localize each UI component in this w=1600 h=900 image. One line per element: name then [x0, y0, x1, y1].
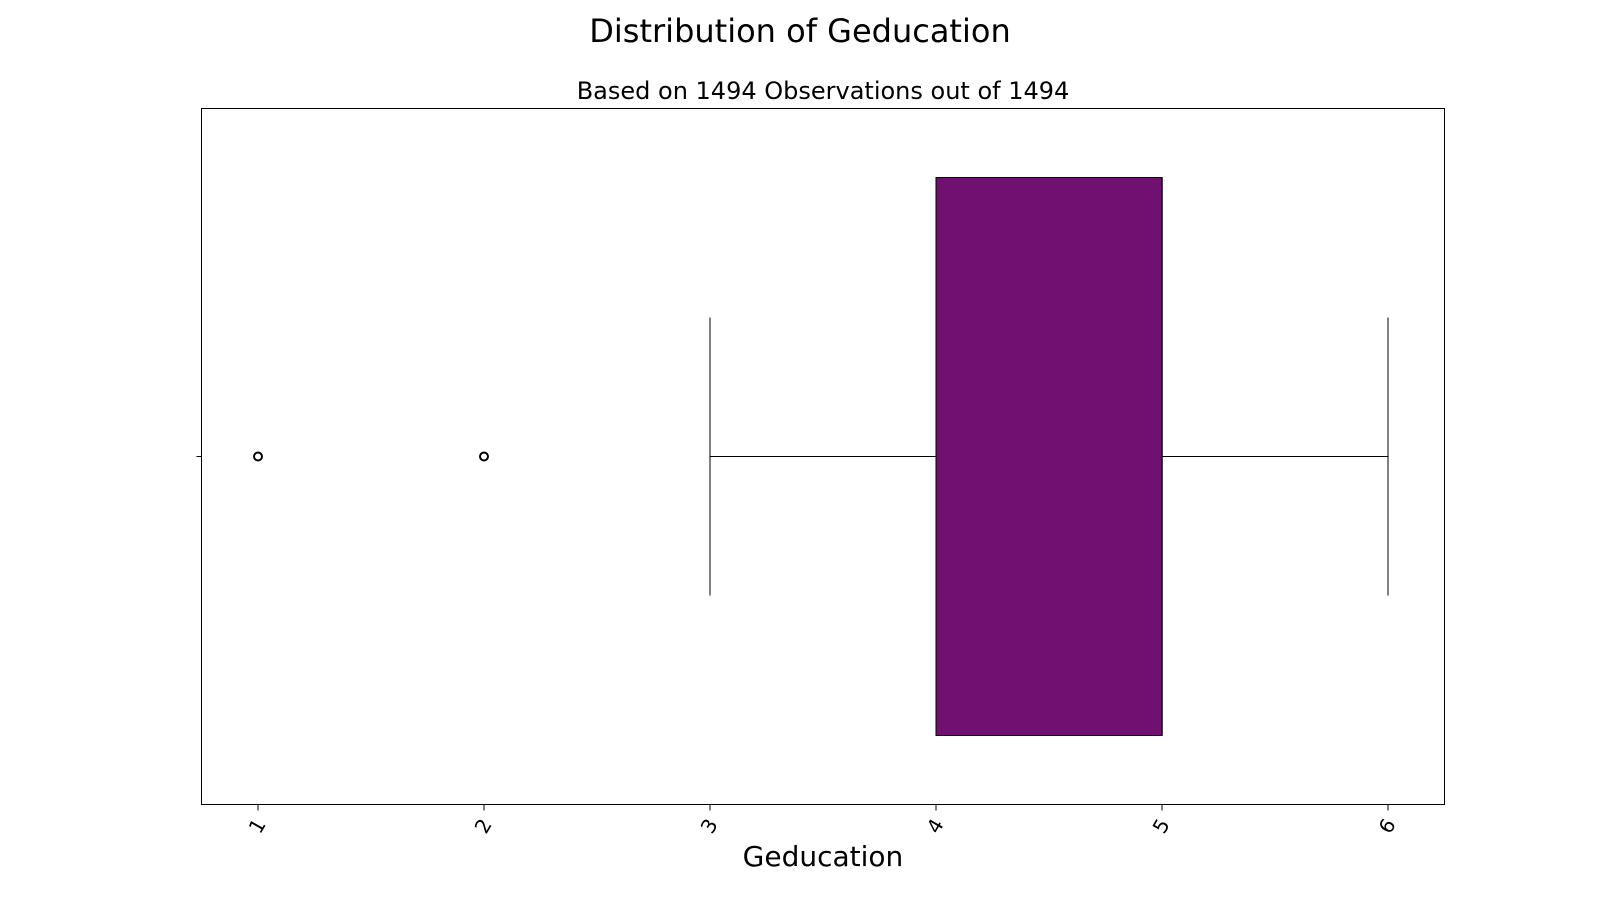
x-tick-label: 2: [470, 814, 497, 837]
x-tick-label: 1: [244, 814, 271, 837]
chart-subtitle: Based on 1494 Observations out of 1494: [577, 77, 1070, 105]
figure-title: Distribution of Geducation: [589, 12, 1011, 50]
x-tick-label: 6: [1374, 814, 1401, 837]
x-tick-label: 4: [922, 814, 949, 837]
outlier-point: [253, 451, 263, 462]
x-tick-label: 3: [696, 814, 723, 837]
outlier-point: [479, 451, 489, 462]
box-plot-marks: [253, 177, 1389, 736]
x-axis-label: Geducation: [743, 840, 904, 873]
x-axis-ticks: 1 2 3 4 5 6: [196, 456, 1401, 838]
interquartile-box: [935, 177, 1163, 736]
x-tick-label: 5: [1148, 814, 1175, 837]
